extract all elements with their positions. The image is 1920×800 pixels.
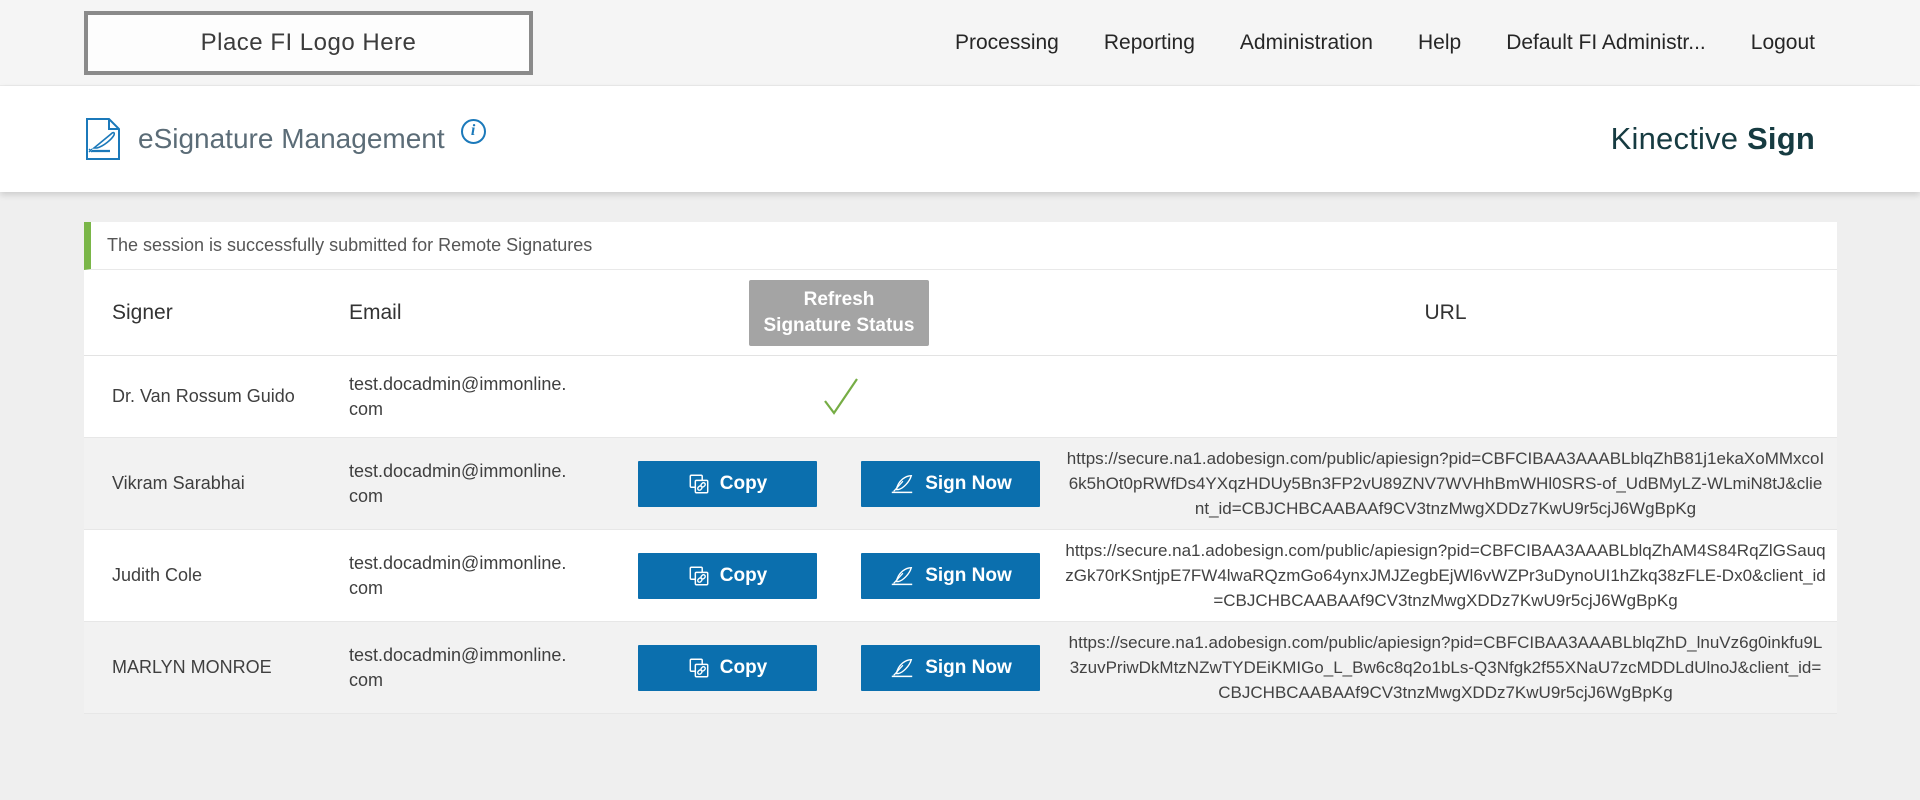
info-icon[interactable]: i — [460, 118, 486, 144]
column-header-actions: Refresh Signature Status — [624, 272, 1054, 354]
signer-email-cell: test.docadmin@immonline.com — [339, 635, 624, 701]
copy-url-button[interactable]: Copy — [638, 644, 817, 691]
signing-url-cell: https://secure.na1.adobesign.com/public/… — [1054, 530, 1837, 621]
signer-email-cell: test.docadmin@immonline.com — [339, 543, 624, 609]
sign-now-button-label: Sign Now — [925, 564, 1012, 586]
signing-url-cell: https://secure.na1.adobesign.com/public/… — [1054, 622, 1837, 713]
main-nav: Processing Reporting Administration Help… — [955, 31, 1815, 55]
signed-check-icon — [817, 375, 861, 419]
signer-name: MARLYN MONROE — [112, 657, 272, 677]
fi-logo-text: Place FI Logo Here — [200, 28, 417, 56]
copy-button-label: Copy — [719, 472, 768, 494]
sign-now-button[interactable]: Sign Now — [861, 644, 1040, 691]
signer-name: Dr. Van Rossum Guido — [112, 386, 295, 406]
nav-item-processing[interactable]: Processing — [954, 30, 1059, 54]
nav-item-help[interactable]: Help — [1417, 30, 1462, 54]
row-actions: Copy Sign Now — [624, 545, 1054, 607]
column-header-url: URL — [1424, 300, 1467, 324]
top-nav-bar: Place FI Logo Here Processing Reporting … — [0, 0, 1920, 86]
content-area: The session is successfully submitted fo… — [0, 192, 1920, 714]
page-header: eSignature Management i Kinective Sign — [0, 86, 1920, 192]
quill-icon — [889, 472, 915, 496]
copy-icon — [688, 657, 710, 679]
refresh-signature-status-button[interactable]: Refresh Signature Status — [749, 279, 929, 346]
sign-now-button-label: Sign Now — [925, 656, 1012, 678]
esignature-document-icon — [84, 117, 122, 161]
row-actions: Copy Sign Now — [624, 453, 1054, 515]
table-header-row: Signer Email Refresh Signature Status UR… — [84, 270, 1837, 356]
nav-item-administration[interactable]: Administration — [1239, 30, 1373, 54]
signer-email: test.docadmin@immonline.com — [349, 552, 567, 598]
row-actions — [624, 367, 1054, 427]
column-header-email: Email — [349, 300, 402, 324]
brand-name: Kinective — [1610, 121, 1739, 156]
copy-button-label: Copy — [719, 656, 768, 678]
nav-item-reporting[interactable]: Reporting — [1103, 30, 1195, 54]
quill-icon — [889, 656, 915, 680]
column-header-signer: Signer — [112, 300, 173, 324]
page-title-group: eSignature Management i — [84, 117, 486, 161]
sign-now-button[interactable]: Sign Now — [861, 460, 1040, 507]
signer-email: test.docadmin@immonline.com — [349, 373, 567, 419]
signer-email: test.docadmin@immonline.com — [349, 460, 567, 506]
signer-email-cell: test.docadmin@immonline.com — [339, 451, 624, 517]
signer-email-cell: test.docadmin@immonline.com — [339, 364, 624, 430]
signing-url-cell — [1054, 380, 1837, 414]
signing-url: https://secure.na1.adobesign.com/public/… — [1068, 633, 1823, 702]
nav-item-current-user[interactable]: Default FI Administr... — [1506, 30, 1706, 54]
sign-now-button[interactable]: Sign Now — [861, 552, 1040, 599]
success-message-text: The session is successfully submitted fo… — [107, 235, 593, 255]
row-actions: Copy Sign Now — [624, 637, 1054, 699]
fi-logo-placeholder: Place FI Logo Here — [84, 10, 533, 75]
copy-button-label: Copy — [719, 564, 768, 586]
signing-url: https://secure.na1.adobesign.com/public/… — [1065, 541, 1826, 610]
kinective-sign-logo: Kinective Sign — [1611, 121, 1815, 157]
signer-email: test.docadmin@immonline.com — [349, 644, 567, 690]
table-row: MARLYN MONROE test.docadmin@immonline.co… — [84, 622, 1837, 714]
nav-item-logout[interactable]: Logout — [1750, 30, 1815, 54]
table-row: Vikram Sarabhai test.docadmin@immonline.… — [84, 438, 1837, 530]
signing-url-cell: https://secure.na1.adobesign.com/public/… — [1054, 438, 1837, 529]
table-row: Judith Cole test.docadmin@immonline.com — [84, 530, 1837, 622]
page-title: eSignature Management — [138, 123, 445, 154]
quill-icon — [889, 564, 915, 588]
copy-icon — [688, 565, 710, 587]
signing-url: https://secure.na1.adobesign.com/public/… — [1066, 449, 1825, 518]
copy-url-button[interactable]: Copy — [638, 460, 817, 507]
success-message: The session is successfully submitted fo… — [84, 222, 1837, 270]
signer-name: Judith Cole — [112, 565, 203, 585]
copy-url-button[interactable]: Copy — [638, 552, 817, 599]
copy-icon — [688, 473, 710, 495]
sign-now-button-label: Sign Now — [925, 472, 1012, 494]
signer-name: Vikram Sarabhai — [112, 473, 245, 493]
table-row: Dr. Van Rossum Guido test.docadmin@immon… — [84, 356, 1837, 438]
brand-product: Sign — [1747, 121, 1815, 156]
signers-panel: The session is successfully submitted fo… — [84, 222, 1837, 714]
